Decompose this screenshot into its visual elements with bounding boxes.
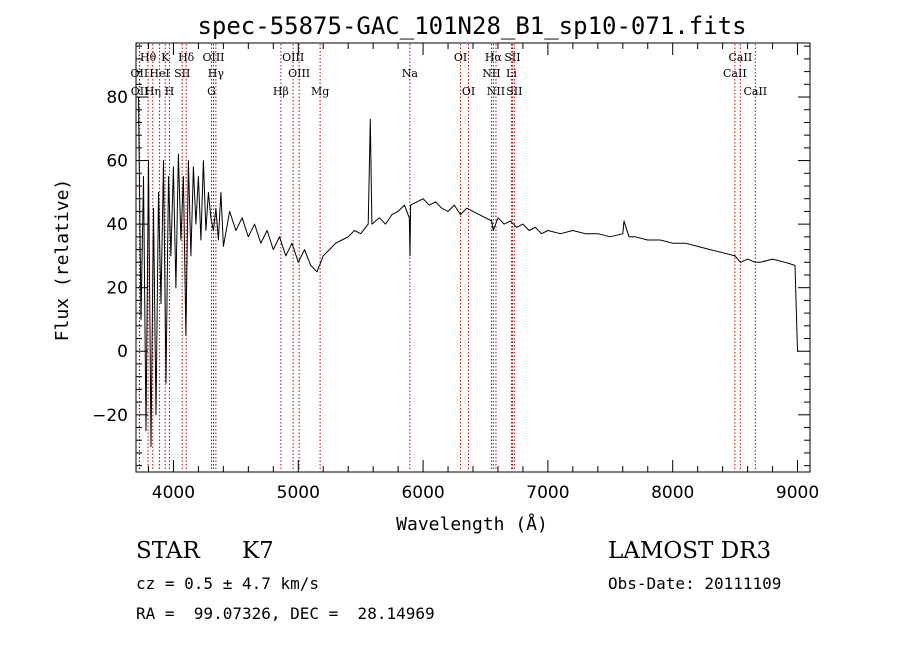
spectral-line-label: Hθ [140, 51, 157, 64]
x-axis-label: Wavelength (Å) [396, 513, 548, 535]
spectral-line-label: OI [462, 85, 475, 98]
x-tick-label: 8000 [651, 483, 694, 503]
obs-date-readout: Obs-Date: 20111109 [608, 574, 782, 593]
spectral-line-label: Hγ [208, 67, 225, 80]
x-tick-label: 4000 [152, 483, 195, 503]
spectral-line-label: NII [482, 67, 500, 80]
spectral-line-label: OII [131, 85, 149, 98]
spectral-line-label: SII [506, 85, 522, 98]
spectral-line-label: Hδ [178, 51, 195, 64]
redshift-readout: cz = 0.5 ± 4.7 km/s [136, 574, 320, 593]
y-tick-label: 80 [106, 88, 128, 108]
spectral-line-label: CaII [723, 67, 747, 80]
spectral-line-label: OIII [282, 51, 304, 64]
spectral-line-label: H [165, 85, 175, 98]
spectral-line-label: CaII [743, 85, 767, 98]
y-tick-label: −20 [92, 406, 128, 426]
spectral-line-label: G [207, 85, 216, 98]
spectrum-series-0 [138, 96, 799, 448]
spectral-line-label: Na [402, 67, 419, 80]
spectral-line-label: Mg [311, 85, 329, 98]
x-tick-label: 5000 [277, 483, 320, 503]
survey-label: LAMOST DR3 [608, 538, 772, 564]
spectral-line-label: Li [506, 67, 517, 80]
spectrum-series-layer [138, 96, 799, 448]
y-tick-label: 0 [117, 342, 128, 362]
chart-title: spec-55875-GAC_101N28_B1_sp10-071.fits [197, 12, 746, 40]
spectral-line-label: HeI [149, 67, 169, 80]
y-tick-label: 60 [106, 152, 128, 172]
spectral-line-label: NII [487, 85, 505, 98]
spectral-line-label: OIII [202, 51, 224, 64]
y-tick-label: 40 [106, 215, 128, 235]
y-tick-label: 20 [106, 279, 128, 299]
x-tick-label: 9000 [776, 483, 819, 503]
spectral-line-label: SII [504, 51, 520, 64]
spectral-line-label: K [161, 51, 170, 64]
plot-frame [135, 42, 811, 473]
spectral-line-label: CaII [729, 51, 753, 64]
axis-ticks: 4000 5000 6000 7000 8000 9000 −20 0 20 40 60 80 [92, 43, 819, 503]
x-tick-label: 7000 [526, 483, 569, 503]
class-label: STAR [136, 538, 200, 564]
spectral-line-label: Hβ [273, 85, 289, 98]
spectral-line-label: OIII [288, 67, 310, 80]
x-tick-label: 6000 [401, 483, 444, 503]
y-axis-label: Flux (relative) [52, 179, 73, 342]
spectral-line-label: Hα [485, 51, 503, 64]
spectral-line-label: Hη [145, 85, 161, 98]
subclass-label: K7 [242, 538, 274, 564]
coordinates-readout: RA = 99.07326, DEC = 28.14969 [136, 604, 435, 623]
spectral-line-label: OI [454, 51, 467, 64]
spectral-line-label: SII [174, 67, 190, 80]
